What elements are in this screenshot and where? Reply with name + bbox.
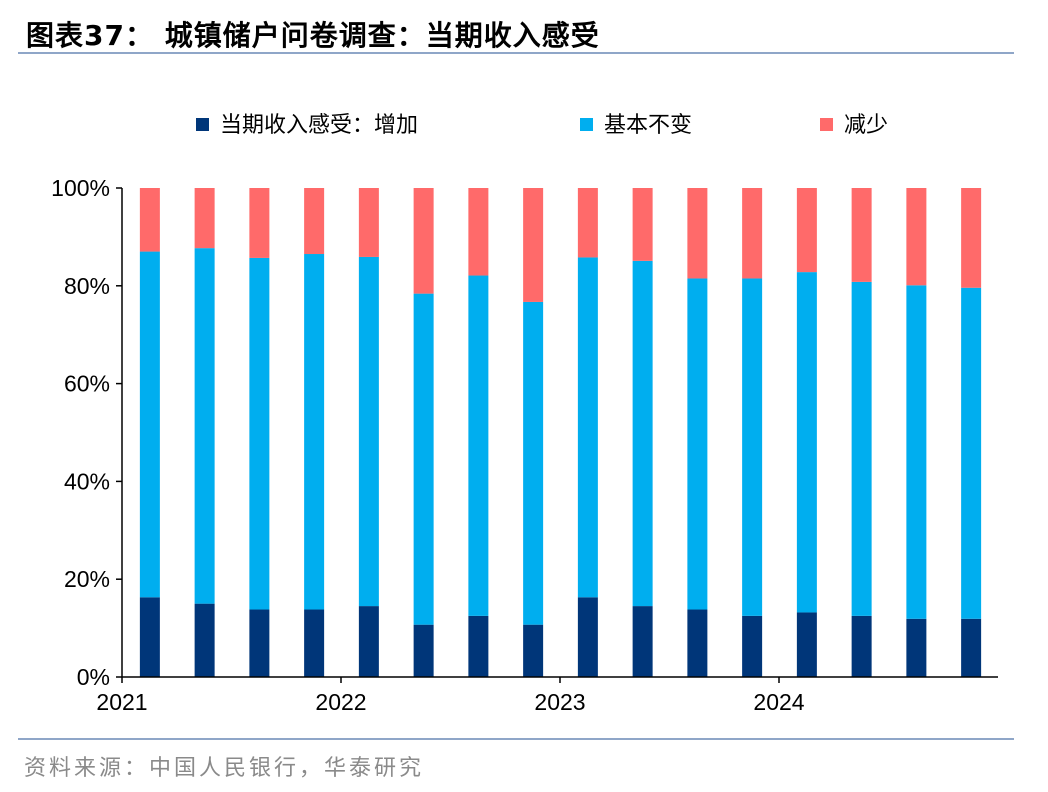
bar-segment: [468, 275, 489, 616]
bar-segment: [139, 251, 160, 598]
bar-segment: [468, 188, 489, 276]
y-tick-label: 0%: [77, 664, 110, 690]
bar-segment: [413, 624, 434, 677]
bar-segment: [413, 293, 434, 625]
bar-segment: [358, 606, 379, 677]
bar-segment: [687, 609, 708, 677]
bar-segment: [906, 618, 927, 677]
bar-segment: [687, 278, 708, 610]
bar-segment: [851, 188, 872, 282]
bar-segment: [413, 188, 434, 294]
bar-segment: [961, 287, 982, 619]
bar-segment: [851, 615, 872, 677]
bar-segment: [742, 278, 763, 616]
bar-segment: [961, 188, 982, 288]
bar-segment: [523, 301, 544, 625]
bar-segment: [139, 597, 160, 677]
bar-segment: [249, 257, 270, 610]
axes: 0% 20% 40% 60% 80% 100% 2021 2022 2023 2024: [51, 175, 998, 715]
bar-segment: [194, 603, 215, 677]
bar-segment: [304, 188, 325, 255]
y-tick-label: 60%: [64, 371, 110, 397]
bar-segment: [194, 188, 215, 249]
y-tick-label: 100%: [51, 175, 110, 201]
bar-segment: [796, 188, 817, 273]
chart-title: 图表37： 城镇储户问卷调查：当期收入感受: [26, 19, 600, 52]
x-tick-label: 2022: [315, 689, 366, 715]
bars: [139, 188, 982, 677]
bar-segment: [358, 256, 379, 607]
bar-segment: [249, 609, 270, 677]
bar-segment: [577, 188, 598, 258]
bar-segment: [742, 615, 763, 677]
bar-segment: [577, 597, 598, 677]
y-tick-label: 20%: [64, 566, 110, 592]
legend-swatch: [196, 118, 209, 131]
bottom-divider: [18, 738, 1014, 740]
bar-segment: [194, 248, 215, 604]
bar-segment: [687, 188, 708, 279]
bar-segment: [523, 624, 544, 677]
bar-segment: [358, 188, 379, 257]
bar-segment: [468, 615, 489, 677]
legend-label: 当期收入感受：增加: [220, 113, 418, 138]
bar-segment: [906, 188, 927, 286]
x-tick-label: 2023: [534, 689, 585, 715]
bar-segment: [577, 257, 598, 598]
bar-segment: [304, 609, 325, 677]
top-divider: [18, 52, 1014, 54]
bar-segment: [632, 260, 653, 607]
bar-segment: [523, 188, 544, 302]
y-tick-label: 80%: [64, 273, 110, 299]
bar-segment: [249, 188, 270, 258]
bar-segment: [796, 272, 817, 613]
bar-segment: [851, 281, 872, 616]
bar-segment: [906, 285, 927, 619]
y-tick-label: 40%: [64, 468, 110, 494]
legend: 当期收入感受：增加 基本不变 减少: [196, 113, 888, 138]
x-tick-label: 2024: [753, 689, 804, 715]
bar-segment: [304, 254, 325, 610]
bar-segment: [742, 188, 763, 279]
legend-swatch: [820, 118, 833, 131]
bar-segment: [632, 188, 653, 261]
legend-label: 基本不变: [604, 113, 692, 138]
bar-segment: [796, 612, 817, 677]
x-tick-label: 2021: [96, 689, 147, 715]
legend-swatch: [580, 118, 593, 131]
legend-label: 减少: [844, 113, 888, 138]
bar-segment: [961, 618, 982, 677]
source-note: 资料来源：中国人民银行，华泰研究: [24, 756, 425, 781]
bar-segment: [139, 188, 160, 252]
stacked-bar-chart: 当期收入感受：增加 基本不变 减少 0% 20% 40% 60% 80% 100% 2021 20…: [51, 113, 998, 715]
bar-segment: [632, 606, 653, 677]
